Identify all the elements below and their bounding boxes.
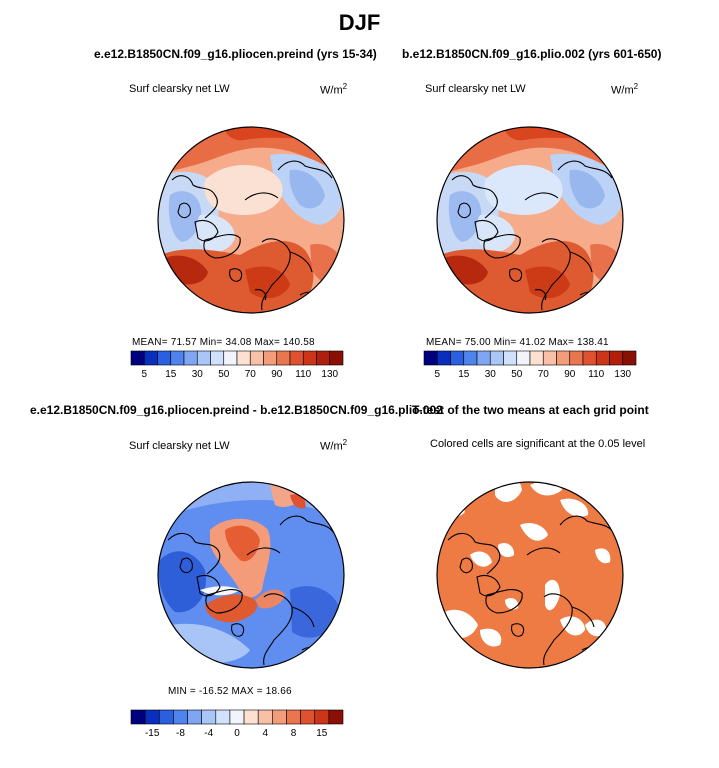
panel-2-units: W/m2 bbox=[611, 82, 639, 97]
map-4 bbox=[436, 481, 624, 669]
panel-3-subtitle: Surf clearsky net LW bbox=[129, 440, 230, 452]
map-3 bbox=[157, 481, 345, 669]
colorbar-1: 5 15 30 50 70 90 110 130 bbox=[130, 350, 344, 380]
colorbar-label: 15 bbox=[316, 728, 328, 739]
colorbar-label: 70 bbox=[245, 369, 257, 380]
colorbar-swatch bbox=[143, 350, 158, 366]
colorbar-label: 70 bbox=[538, 369, 550, 380]
colorbar-swatch bbox=[503, 350, 518, 366]
figure-title: DJF bbox=[338, 10, 381, 35]
colorbar-label: 90 bbox=[564, 369, 576, 380]
panel-2-stats: MEAN= 75.00 Min= 41.02 Max= 138.41 bbox=[426, 337, 609, 348]
panel-3-title: e.e12.B1850CN.f09_g16.pliocen.preind - b… bbox=[30, 403, 443, 417]
colorbar-swatch bbox=[196, 350, 211, 366]
colorbar-label: 50 bbox=[511, 369, 523, 380]
significant-fill bbox=[437, 482, 623, 668]
panel-4-title: T-test of the two means at each grid poi… bbox=[412, 403, 649, 417]
colorbar-label: 15 bbox=[458, 369, 470, 380]
colorbar-swatch bbox=[130, 709, 146, 725]
colorbar-label: 50 bbox=[218, 369, 230, 380]
panel-2-subtitle: Surf clearsky net LW bbox=[425, 83, 526, 95]
panel-1-subtitle: Surf clearsky net LW bbox=[129, 83, 230, 95]
panel-1-title: e.e12.B1850CN.f09_g16.pliocen.preind (yr… bbox=[94, 47, 377, 61]
colorbar-swatch bbox=[463, 350, 478, 366]
colorbar-swatch bbox=[542, 350, 557, 366]
colorbar-label: 130 bbox=[614, 369, 631, 380]
panel-4-subtitle: Colored cells are significant at the 0.0… bbox=[430, 438, 646, 450]
colorbar-label: 110 bbox=[295, 369, 311, 380]
panel-2-title: b.e12.B1850CN.f09_g16.plio.002 (yrs 601-… bbox=[402, 47, 662, 61]
colorbar-swatch bbox=[529, 350, 544, 366]
panel-1-stats: MEAN= 71.57 Min= 34.08 Max= 140.58 bbox=[132, 337, 315, 348]
colorbar-swatch bbox=[201, 709, 217, 725]
colorbar-swatch bbox=[316, 350, 331, 366]
colorbar-swatch bbox=[450, 350, 465, 366]
colorbar-label: 5 bbox=[141, 369, 147, 380]
colorbar-label: 15 bbox=[165, 369, 177, 380]
colorbar-label: -15 bbox=[145, 728, 160, 739]
colorbar-swatch bbox=[582, 350, 597, 366]
colorbar-swatch bbox=[300, 709, 316, 725]
colorbar-3: -15 -8 -4 0 4 8 15 bbox=[130, 709, 344, 739]
colorbar-swatch bbox=[436, 350, 451, 366]
colorbar-label: 30 bbox=[192, 369, 204, 380]
colorbar-swatch bbox=[569, 350, 584, 366]
colorbar-swatch bbox=[249, 350, 264, 366]
colorbar-swatch bbox=[622, 350, 637, 366]
colorbar-swatch bbox=[210, 350, 225, 366]
colorbar-swatch bbox=[263, 350, 278, 366]
colorbar-swatch bbox=[173, 709, 188, 725]
colorbar-label: 90 bbox=[271, 369, 283, 380]
colorbar-label: 110 bbox=[588, 369, 604, 380]
colorbar-label: 8 bbox=[291, 728, 297, 739]
colorbar-swatch bbox=[328, 709, 344, 725]
colorbar-swatch bbox=[329, 350, 344, 366]
colorbar-swatch bbox=[144, 709, 160, 725]
colorbar-swatch bbox=[187, 709, 202, 725]
colorbar-swatch bbox=[229, 709, 245, 725]
map-1 bbox=[157, 126, 345, 314]
colorbar-swatch bbox=[423, 350, 438, 366]
colorbar-swatch bbox=[243, 709, 259, 725]
panel-3-stats: MIN = -16.52 MAX = 18.66 bbox=[168, 686, 292, 697]
colorbar-swatch bbox=[215, 709, 231, 725]
colorbar-label: 5 bbox=[434, 369, 440, 380]
colorbar-swatch bbox=[556, 350, 571, 366]
panel-1-units: W/m2 bbox=[320, 82, 348, 97]
colorbar-swatch bbox=[130, 350, 145, 366]
colorbar-label: 130 bbox=[321, 369, 338, 380]
colorbar-swatch bbox=[286, 709, 301, 725]
colorbar-swatch bbox=[595, 350, 610, 366]
colorbar-swatch bbox=[257, 709, 273, 725]
colorbar-swatch bbox=[236, 350, 251, 366]
colorbar-swatch bbox=[223, 350, 238, 366]
colorbar-swatch bbox=[157, 350, 172, 366]
panel-3-units: W/m2 bbox=[320, 438, 348, 453]
colorbar-swatch bbox=[183, 350, 198, 366]
colorbar-label: -4 bbox=[204, 728, 213, 739]
map-2 bbox=[436, 126, 624, 314]
colorbar-2: 5 15 30 50 70 90 110 130 bbox=[423, 350, 637, 380]
colorbar-label: 30 bbox=[485, 369, 497, 380]
colorbar-label: 4 bbox=[262, 728, 268, 739]
colorbar-swatch bbox=[158, 709, 174, 725]
colorbar-swatch bbox=[276, 350, 291, 366]
colorbar-swatch bbox=[272, 709, 287, 725]
colorbar-swatch bbox=[489, 350, 504, 366]
colorbar-swatch bbox=[516, 350, 531, 366]
colorbar-label: -8 bbox=[176, 728, 185, 739]
colorbar-swatch bbox=[609, 350, 624, 366]
colorbar-swatch bbox=[314, 709, 330, 725]
colorbar-swatch bbox=[289, 350, 304, 366]
colorbar-swatch bbox=[170, 350, 185, 366]
colorbar-swatch bbox=[476, 350, 491, 366]
colorbar-swatch bbox=[302, 350, 317, 366]
colorbar-label: 0 bbox=[234, 728, 240, 739]
